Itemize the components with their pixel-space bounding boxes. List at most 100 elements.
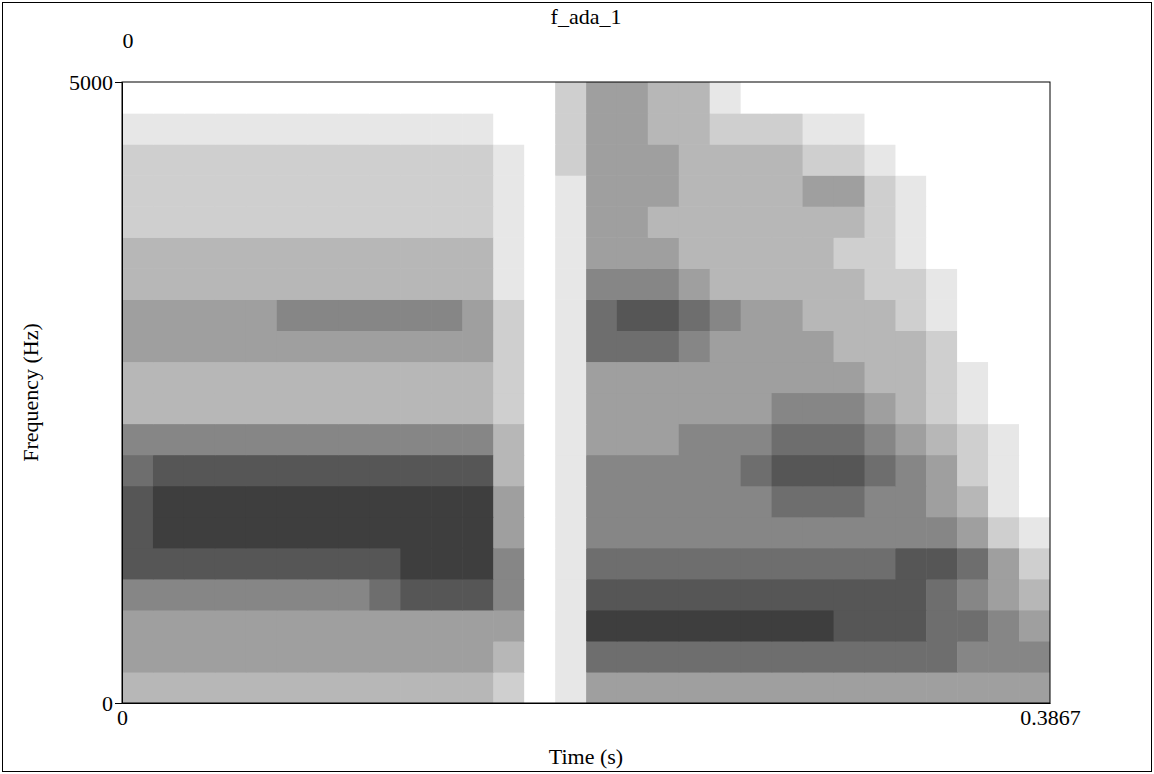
cell (772, 393, 804, 425)
cell (524, 144, 556, 176)
cell (648, 175, 680, 207)
cell (895, 548, 926, 580)
cell (1019, 299, 1050, 331)
cell (648, 548, 680, 580)
cell (988, 579, 1020, 611)
cell (524, 486, 556, 518)
cell (524, 393, 556, 425)
cell (493, 330, 525, 362)
cell (122, 517, 154, 549)
cell (957, 455, 989, 487)
cell (524, 82, 556, 114)
cell (493, 517, 525, 549)
cell (153, 393, 185, 425)
cell (493, 175, 525, 207)
cell (864, 330, 896, 362)
cell (338, 393, 370, 425)
cell (895, 486, 926, 518)
cell (772, 175, 804, 207)
cell (338, 641, 370, 673)
cell (957, 486, 989, 518)
cell (246, 486, 278, 518)
cell (772, 206, 804, 238)
cell (153, 517, 185, 549)
cell (586, 175, 617, 207)
cell (524, 517, 556, 549)
cell (246, 330, 278, 362)
cell (369, 175, 401, 207)
cell (895, 330, 926, 362)
cell (679, 82, 711, 114)
cell (122, 486, 154, 518)
cell (957, 268, 989, 300)
cell (308, 486, 340, 518)
cell (555, 82, 587, 114)
cell (586, 517, 617, 549)
cell (308, 206, 340, 238)
cell (462, 517, 494, 549)
cell (462, 393, 494, 425)
x-tick-label: 0.3867 (1020, 705, 1081, 730)
cell (215, 486, 247, 518)
cell (864, 299, 896, 331)
cell (431, 113, 463, 145)
cell (431, 424, 463, 456)
cell (338, 424, 370, 456)
cell (555, 517, 587, 549)
cell (617, 113, 649, 145)
cell (617, 330, 649, 362)
cell (308, 579, 340, 611)
cell (772, 548, 804, 580)
cell (926, 144, 958, 176)
cell (338, 299, 370, 331)
cell (617, 299, 649, 331)
cell (431, 672, 463, 703)
cell (369, 548, 401, 580)
cell (1019, 641, 1050, 673)
cell (555, 175, 587, 207)
cell (400, 237, 432, 269)
cell (710, 486, 742, 518)
cell (957, 393, 989, 425)
cell (369, 610, 401, 642)
cell (215, 299, 247, 331)
cell (338, 113, 370, 145)
cell (431, 237, 463, 269)
cell (895, 82, 926, 114)
cell (803, 113, 835, 145)
cell (122, 548, 154, 580)
cell (338, 610, 370, 642)
cell (741, 268, 773, 300)
cell (710, 641, 742, 673)
cell (122, 268, 154, 300)
cell (864, 486, 896, 518)
cell (369, 113, 401, 145)
cell (184, 641, 216, 673)
cell (864, 579, 896, 611)
cell (741, 361, 773, 393)
cell (555, 237, 587, 269)
cell (277, 517, 308, 549)
cell (369, 424, 401, 456)
cell (555, 672, 587, 703)
cell (493, 486, 525, 518)
cell (462, 455, 494, 487)
cell (957, 113, 989, 145)
cell (926, 361, 958, 393)
cell (431, 206, 463, 238)
cell (493, 144, 525, 176)
cell (648, 579, 680, 611)
cell (803, 610, 835, 642)
cell (957, 299, 989, 331)
cell (524, 424, 556, 456)
cell (184, 361, 216, 393)
cell (988, 517, 1020, 549)
cell (555, 144, 587, 176)
cell (246, 517, 278, 549)
cell (400, 672, 432, 703)
cell (555, 330, 587, 362)
cell (648, 610, 680, 642)
cell (988, 672, 1020, 703)
cell (617, 672, 649, 703)
cell (864, 175, 896, 207)
